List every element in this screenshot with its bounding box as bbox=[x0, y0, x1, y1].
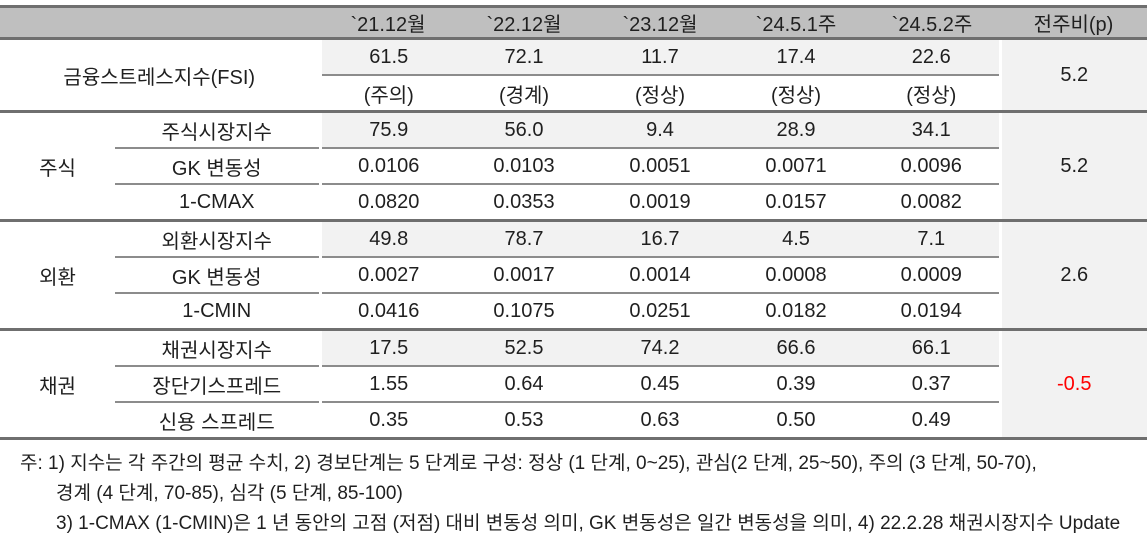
footnote-line: 경계 (4 단계, 70-85), 심각 (5 단계, 85-100) bbox=[56, 483, 403, 504]
value-cell: 0.0014 bbox=[592, 257, 728, 294]
value-cell: 66.6 bbox=[728, 329, 864, 367]
financial-stress-report-page: `21.12월 `22.12월 `23.12월 `24.5.1주 `24.5.2… bbox=[0, 5, 1147, 548]
value-cell: 0.39 bbox=[728, 366, 864, 403]
value-cell: 0.0416 bbox=[318, 293, 456, 331]
stock-wow-cell: 5.2 bbox=[998, 111, 1147, 222]
value-cell: 0.1075 bbox=[456, 293, 592, 331]
value-cell: 0.0008 bbox=[728, 257, 864, 294]
value-cell: 0.0027 bbox=[318, 257, 456, 294]
stock-index-row: 주식 주식시장지수 75.9 56.0 9.4 28.9 34.1 5.2 bbox=[0, 111, 1147, 222]
value-cell: 66.1 bbox=[864, 329, 1000, 367]
fx-wow-cell: 2.6 bbox=[998, 220, 1147, 331]
value-cell: 0.0157 bbox=[728, 184, 864, 222]
value-cell: 49.8 bbox=[318, 220, 456, 258]
value-cell: 0.45 bbox=[592, 366, 728, 403]
fsi-status-cell: (경계) bbox=[456, 75, 592, 113]
bond-spread-row: 장단기스프레드 1.55 0.64 0.45 0.39 0.37 bbox=[0, 366, 1147, 403]
value-cell: 1.55 bbox=[318, 366, 456, 403]
fsi-wow-cell: 5.2 bbox=[998, 38, 1147, 113]
value-cell: 0.0353 bbox=[456, 184, 592, 222]
footnote-line: 3) 1-CMAX (1-CMIN)은 1 년 동안의 고점 (저점) 대비 변… bbox=[56, 513, 1121, 534]
row-label: 장단기스프레드 bbox=[115, 366, 320, 403]
value-cell: 75.9 bbox=[318, 111, 456, 149]
fsi-value-cell: 22.6 bbox=[864, 38, 1000, 76]
value-cell: 0.0096 bbox=[864, 148, 1000, 185]
row-label: 1-CMAX bbox=[115, 184, 320, 222]
value-cell: 0.0106 bbox=[318, 148, 456, 185]
corner-header-cell bbox=[0, 5, 320, 40]
category-cell-fx: 외환 bbox=[0, 220, 115, 331]
footnote-line: 주: 1) 지수는 각 주간의 평균 수치, 2) 경보단계는 5 단계로 구성… bbox=[20, 453, 1037, 474]
value-cell: 78.7 bbox=[456, 220, 592, 258]
row-label: 1-CMIN bbox=[115, 293, 320, 331]
value-cell: 4.5 bbox=[728, 220, 864, 258]
bond-index-row: 채권 채권시장지수 17.5 52.5 74.2 66.6 66.1 -0.5 bbox=[0, 329, 1147, 440]
row-label: GK 변동성 bbox=[115, 257, 320, 294]
value-cell: 7.1 bbox=[864, 220, 1000, 258]
fsi-value-cell: 61.5 bbox=[318, 38, 456, 76]
value-cell: 0.0182 bbox=[728, 293, 864, 331]
fsi-status-cell: (주의) bbox=[318, 75, 456, 113]
value-cell: 16.7 bbox=[592, 220, 728, 258]
stock-gk-row: GK 변동성 0.0106 0.0103 0.0051 0.0071 0.009… bbox=[0, 148, 1147, 185]
value-cell: 52.5 bbox=[456, 329, 592, 367]
row-label: 주식시장지수 bbox=[115, 111, 320, 149]
row-label: 신용 스프레드 bbox=[115, 402, 320, 440]
column-header-24-5-w1: `24.5.1주 bbox=[728, 5, 864, 40]
column-header-24-5-w2: `24.5.2주 bbox=[864, 5, 1000, 40]
fsi-status-cell: (정상) bbox=[592, 75, 728, 113]
value-cell: 0.53 bbox=[456, 402, 592, 440]
fsi-value-cell: 11.7 bbox=[592, 38, 728, 76]
value-cell: 17.5 bbox=[318, 329, 456, 367]
value-cell: 0.49 bbox=[864, 402, 1000, 440]
column-header-21-12: `21.12월 bbox=[320, 5, 456, 40]
value-cell: 0.0820 bbox=[318, 184, 456, 222]
column-header-22-12: `22.12월 bbox=[456, 5, 592, 40]
fx-gk-row: GK 변동성 0.0027 0.0017 0.0014 0.0008 0.000… bbox=[0, 257, 1147, 294]
value-cell: 56.0 bbox=[456, 111, 592, 149]
row-label: GK 변동성 bbox=[115, 148, 320, 185]
stock-cmax-row: 1-CMAX 0.0820 0.0353 0.0019 0.0157 0.008… bbox=[0, 184, 1147, 222]
value-cell: 0.0251 bbox=[592, 293, 728, 331]
value-cell: 0.0051 bbox=[592, 148, 728, 185]
column-header-wow: 전주비(p) bbox=[1000, 5, 1147, 40]
value-cell: 0.0194 bbox=[864, 293, 1000, 331]
value-cell: 74.2 bbox=[592, 329, 728, 367]
financial-stress-index-table: `21.12월 `22.12월 `23.12월 `24.5.1주 `24.5.2… bbox=[0, 5, 1147, 440]
fsi-status-cell: (정상) bbox=[728, 75, 864, 113]
category-cell-stock: 주식 bbox=[0, 111, 115, 222]
fsi-value-cell: 17.4 bbox=[728, 38, 864, 76]
value-cell: 0.64 bbox=[456, 366, 592, 403]
value-cell: 0.0017 bbox=[456, 257, 592, 294]
fsi-values-row: 금융스트레스지수(FSI) 61.5 72.1 11.7 17.4 22.6 5… bbox=[0, 38, 1147, 113]
fsi-status-cell: (정상) bbox=[864, 75, 1000, 113]
header-row: `21.12월 `22.12월 `23.12월 `24.5.1주 `24.5.2… bbox=[0, 5, 1147, 40]
fx-index-row: 외환 외환시장지수 49.8 78.7 16.7 4.5 7.1 2.6 bbox=[0, 220, 1147, 331]
fsi-value-cell: 72.1 bbox=[456, 38, 592, 76]
fsi-label: 금융스트레스지수(FSI) bbox=[0, 38, 320, 113]
value-cell: 9.4 bbox=[592, 111, 728, 149]
bond-credit-spread-row: 신용 스프레드 0.35 0.53 0.63 0.50 0.49 bbox=[0, 402, 1147, 440]
value-cell: 0.37 bbox=[864, 366, 1000, 403]
value-cell: 0.0009 bbox=[864, 257, 1000, 294]
value-cell: 0.50 bbox=[728, 402, 864, 440]
bond-wow-cell: -0.5 bbox=[998, 329, 1147, 440]
value-cell: 0.63 bbox=[592, 402, 728, 440]
fsi-status-row: (주의) (경계) (정상) (정상) (정상) bbox=[0, 75, 1147, 113]
value-cell: 0.0071 bbox=[728, 148, 864, 185]
value-cell: 28.9 bbox=[728, 111, 864, 149]
row-label: 채권시장지수 bbox=[115, 329, 320, 367]
row-label: 외환시장지수 bbox=[115, 220, 320, 258]
value-cell: 34.1 bbox=[864, 111, 1000, 149]
fx-cmin-row: 1-CMIN 0.0416 0.1075 0.0251 0.0182 0.019… bbox=[0, 293, 1147, 331]
value-cell: 0.0082 bbox=[864, 184, 1000, 222]
value-cell: 0.0019 bbox=[592, 184, 728, 222]
category-cell-bond: 채권 bbox=[0, 329, 115, 440]
column-header-23-12: `23.12월 bbox=[592, 5, 728, 40]
footnote: 주: 1) 지수는 각 주간의 평균 수치, 2) 경보단계는 5 단계로 구성… bbox=[0, 440, 1147, 539]
value-cell: 0.0103 bbox=[456, 148, 592, 185]
value-cell: 0.35 bbox=[318, 402, 456, 440]
